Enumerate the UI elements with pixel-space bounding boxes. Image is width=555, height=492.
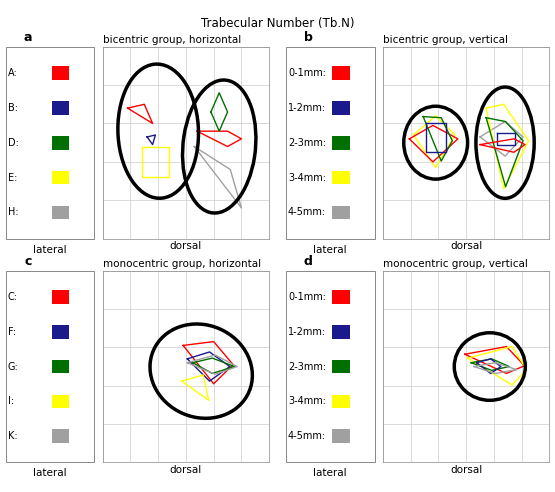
X-axis label: dorsal: dorsal [170, 465, 202, 475]
Text: d: d [304, 255, 312, 268]
Text: D:: D: [8, 138, 19, 148]
Text: c: c [24, 255, 32, 268]
X-axis label: dorsal: dorsal [450, 465, 482, 475]
Text: H:: H: [8, 208, 18, 217]
Text: 1-2mm:: 1-2mm: [288, 327, 326, 337]
Text: 2-3mm:: 2-3mm: [288, 138, 326, 148]
Text: bicentric group, vertical: bicentric group, vertical [383, 35, 508, 45]
Text: 0-1mm:: 0-1mm: [288, 292, 326, 302]
Text: lateral: lateral [33, 245, 67, 254]
X-axis label: dorsal: dorsal [170, 242, 202, 251]
Text: I:: I: [8, 397, 14, 406]
Text: 1-2mm:: 1-2mm: [288, 103, 326, 113]
Text: lateral: lateral [314, 245, 347, 254]
Text: 3-4mm:: 3-4mm: [288, 397, 326, 406]
Text: 3-4mm:: 3-4mm: [288, 173, 326, 183]
Text: 0-1mm:: 0-1mm: [288, 68, 326, 78]
Text: A:: A: [8, 68, 18, 78]
Text: 4-5mm:: 4-5mm: [288, 208, 326, 217]
Text: 2-3mm:: 2-3mm: [288, 362, 326, 371]
Text: b: b [304, 31, 312, 44]
Text: monocentric group, vertical: monocentric group, vertical [383, 259, 528, 269]
Text: lateral: lateral [33, 468, 67, 478]
Text: B:: B: [8, 103, 18, 113]
Text: monocentric group, horizontal: monocentric group, horizontal [103, 259, 261, 269]
Text: a: a [23, 31, 32, 44]
Text: bicentric group, horizontal: bicentric group, horizontal [103, 35, 241, 45]
Text: F:: F: [8, 327, 16, 337]
Text: lateral: lateral [314, 468, 347, 478]
Text: K:: K: [8, 431, 17, 441]
Text: 4-5mm:: 4-5mm: [288, 431, 326, 441]
X-axis label: dorsal: dorsal [450, 242, 482, 251]
Text: G:: G: [8, 362, 18, 371]
Text: Trabecular Number (Tb.N): Trabecular Number (Tb.N) [201, 17, 354, 30]
Text: E:: E: [8, 173, 17, 183]
Text: C:: C: [8, 292, 18, 302]
